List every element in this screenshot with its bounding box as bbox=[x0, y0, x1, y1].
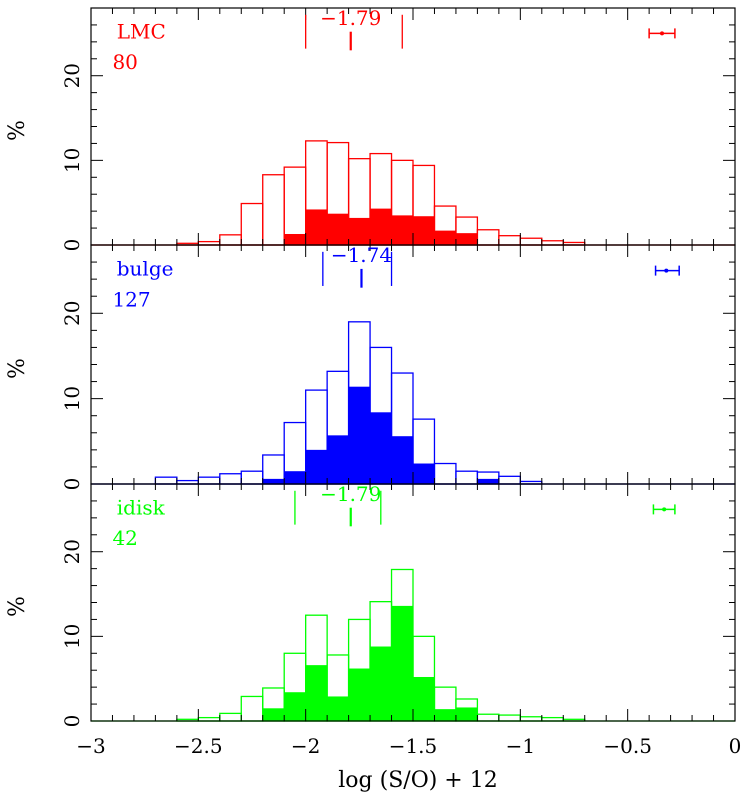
filled-bar bbox=[434, 709, 456, 721]
sample-label: bulge bbox=[117, 257, 174, 281]
open-bar bbox=[498, 475, 521, 485]
open-bar bbox=[433, 462, 457, 485]
panels: 0 10 20% LMC 80 −1.79 0 10 20% bulge 127 −1.74 0 10 20… bbox=[5, 6, 736, 728]
filled-bar bbox=[370, 412, 392, 484]
x-tick-label: −1.5 bbox=[389, 734, 438, 758]
open-bar bbox=[498, 714, 521, 722]
filled-bar bbox=[348, 668, 371, 721]
sample-count: 42 bbox=[112, 526, 137, 550]
x-tick-label: −0.5 bbox=[603, 734, 652, 758]
filled-bar bbox=[348, 386, 371, 484]
open-bar bbox=[262, 174, 285, 246]
open-bar bbox=[219, 712, 242, 722]
x-tick-label: −2 bbox=[291, 734, 320, 758]
filled-bar bbox=[391, 215, 413, 245]
x-axis-label: log (S/O) + 12 bbox=[338, 768, 497, 793]
y-tick-label: 20 bbox=[60, 539, 84, 564]
panel-bottom: 0 10 20% idisk 42 −1.79 bbox=[5, 482, 736, 728]
filled-bar bbox=[305, 665, 328, 721]
y-tick-label: 10 bbox=[60, 386, 84, 411]
filled-bar bbox=[413, 216, 435, 245]
open-bar bbox=[197, 476, 221, 485]
filled-bar bbox=[305, 449, 328, 484]
filled-bar bbox=[262, 708, 285, 721]
panel-middle: 0 10 20% bulge 127 −1.74 bbox=[5, 243, 736, 491]
filled-bar bbox=[305, 209, 328, 245]
filled-bar bbox=[284, 692, 306, 721]
open-bar bbox=[240, 202, 264, 246]
filled-bar bbox=[413, 463, 435, 484]
open-bar bbox=[519, 237, 543, 246]
panel-top: 0 10 20% LMC 80 −1.79 bbox=[5, 6, 736, 252]
sample-count: 80 bbox=[112, 50, 137, 74]
open-bar bbox=[240, 695, 264, 722]
y-tick-label: 0 bbox=[60, 478, 84, 491]
open-bar bbox=[283, 166, 307, 246]
open-bar bbox=[240, 470, 264, 485]
y-axis-label: % bbox=[5, 358, 30, 379]
filled-bar bbox=[434, 230, 456, 245]
open-bar bbox=[455, 470, 479, 485]
open-bar bbox=[219, 234, 242, 246]
filled-bar bbox=[455, 233, 478, 245]
filled-bar bbox=[327, 435, 349, 484]
filled-bar bbox=[391, 436, 413, 484]
filled-bar bbox=[477, 478, 499, 484]
filled-bar bbox=[370, 208, 392, 245]
filled-bar bbox=[327, 213, 349, 245]
y-tick-label: 20 bbox=[60, 63, 84, 88]
sample-label: idisk bbox=[117, 495, 166, 519]
filled-bar bbox=[348, 217, 371, 245]
y-tick-label: 20 bbox=[60, 301, 84, 326]
error-bar-point bbox=[660, 31, 665, 36]
x-tick-label: −1 bbox=[506, 734, 535, 758]
y-tick-label: 10 bbox=[60, 624, 84, 649]
y-tick-label: 0 bbox=[60, 715, 84, 728]
error-bar-point bbox=[664, 268, 669, 273]
open-bar bbox=[498, 235, 521, 246]
median-label: −1.74 bbox=[331, 243, 392, 267]
x-tick-label: −3 bbox=[76, 734, 105, 758]
y-tick-label: 0 bbox=[60, 239, 84, 252]
x-tick-label: 0 bbox=[729, 734, 742, 758]
y-axis-label: % bbox=[5, 120, 30, 141]
open-bar bbox=[154, 476, 178, 485]
sample-count: 127 bbox=[112, 287, 150, 311]
filled-bar bbox=[391, 605, 413, 721]
filled-bar bbox=[262, 478, 285, 484]
open-bar bbox=[476, 713, 500, 722]
median-label: −1.79 bbox=[320, 482, 381, 506]
x-tick-label: −2.5 bbox=[174, 734, 223, 758]
open-bar bbox=[219, 473, 242, 485]
y-tick-label: 10 bbox=[60, 148, 84, 173]
x-axis-tick-labels: −3 −2.5 −2 −1.5 −1 −0.5 0 bbox=[76, 734, 741, 758]
y-axis-label: % bbox=[5, 596, 30, 617]
filled-bar bbox=[284, 471, 306, 484]
filled-bar bbox=[370, 646, 392, 721]
median-label: −1.79 bbox=[320, 6, 381, 30]
filled-bar bbox=[455, 707, 478, 721]
error-bar-point bbox=[662, 507, 667, 512]
sample-label: LMC bbox=[117, 19, 166, 43]
filled-bar bbox=[284, 233, 306, 245]
filled-bar bbox=[327, 696, 349, 721]
filled-bar bbox=[413, 676, 435, 721]
open-bar bbox=[476, 229, 500, 246]
